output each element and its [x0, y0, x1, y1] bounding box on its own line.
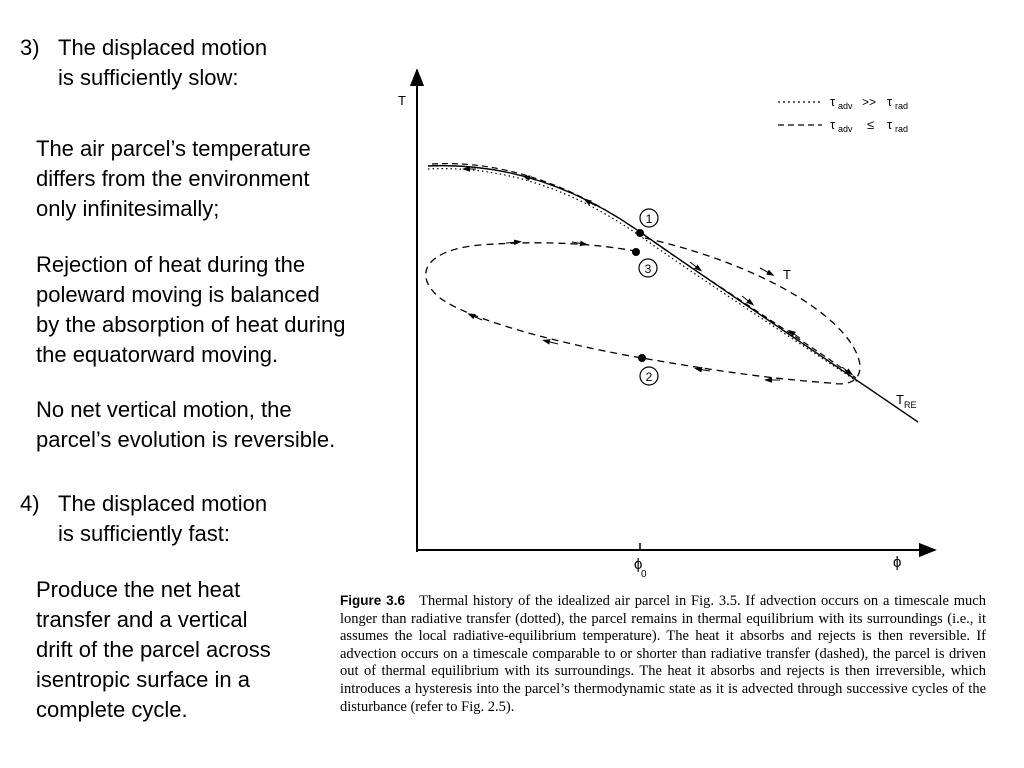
svg-text:0: 0: [641, 569, 647, 580]
point-3-label: 3: [638, 258, 658, 278]
svg-text:adv: adv: [838, 124, 853, 134]
point-2: [638, 354, 646, 362]
figure-caption: Figure 3.6 Thermal history of the ideali…: [340, 593, 987, 715]
svg-text:ϕ: ϕ: [634, 556, 642, 573]
item4-heading-line1: The displaced motion: [58, 491, 268, 516]
curve-dashed-near-equilibrium: [431, 162, 857, 379]
curve-TRE-solid: [427, 164, 919, 423]
svg-text:RE: RE: [904, 400, 917, 410]
hysteresis-loop: [425, 237, 861, 385]
point-2-label: 2: [639, 366, 659, 386]
direction-arrows: [462, 166, 854, 383]
item4-heading-line2: is sufficiently fast:: [58, 521, 230, 546]
x-axis-label: ϕ: [893, 554, 901, 571]
svg-text:τ: τ: [830, 117, 836, 132]
item3-number: 3): [20, 35, 40, 60]
svg-text:τ: τ: [887, 117, 893, 132]
item3-paragraph-2: Rejection of heat during the poleward mo…: [36, 252, 346, 367]
x-tick-label: ϕ 0: [634, 556, 647, 580]
point-1-label: 1: [639, 208, 659, 228]
point-3: [632, 248, 640, 256]
caption-label: Figure 3.6: [340, 593, 405, 608]
svg-text:T: T: [896, 392, 904, 407]
legend: τ adv >> τ rad τ adv ≤ τ rad: [778, 94, 908, 134]
item3-heading-line1: The displaced motion: [58, 35, 268, 60]
legend-entry-dashed: τ adv ≤ τ rad: [830, 117, 908, 134]
svg-text:τ: τ: [887, 94, 893, 109]
svg-text:≤: ≤: [867, 117, 874, 132]
y-axis-label: T: [398, 93, 406, 108]
curve-label-T: T: [783, 267, 791, 282]
item3-paragraph-1: The air parcel’s temperature differs fro…: [36, 136, 311, 221]
svg-text:1: 1: [646, 212, 653, 226]
svg-text:3: 3: [645, 262, 652, 276]
curve-dotted: [427, 168, 859, 383]
thermal-history-figure: T ϕ ϕ 0 τ adv >> τ rad τ adv ≤ τ rad: [398, 68, 937, 580]
item3-heading-line2: is sufficiently slow:: [58, 65, 239, 90]
point-1: [636, 229, 644, 237]
svg-text:rad: rad: [895, 101, 908, 111]
item4-number: 4): [20, 491, 40, 516]
svg-text:>>: >>: [862, 95, 876, 109]
item3-paragraph-3: No net vertical motion, the parcel’s evo…: [36, 397, 336, 452]
curve-label-TRE: T RE: [896, 392, 917, 410]
svg-text:τ: τ: [830, 94, 836, 109]
legend-entry-dotted: τ adv >> τ rad: [830, 94, 908, 111]
svg-text:adv: adv: [838, 101, 853, 111]
svg-text:2: 2: [646, 370, 653, 384]
svg-text:rad: rad: [895, 124, 908, 134]
item4-paragraph-1: Produce the net heat transfer and a vert…: [36, 577, 271, 722]
